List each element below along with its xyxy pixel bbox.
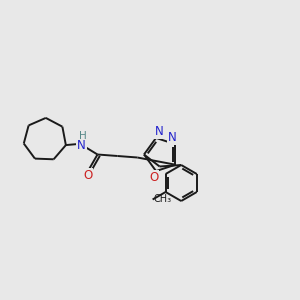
Text: N: N — [155, 125, 164, 138]
Text: H: H — [79, 131, 87, 141]
Text: CH₃: CH₃ — [153, 194, 171, 205]
Text: N: N — [167, 131, 176, 144]
Text: O: O — [149, 171, 158, 184]
Text: O: O — [83, 169, 92, 182]
Text: N: N — [77, 139, 86, 152]
